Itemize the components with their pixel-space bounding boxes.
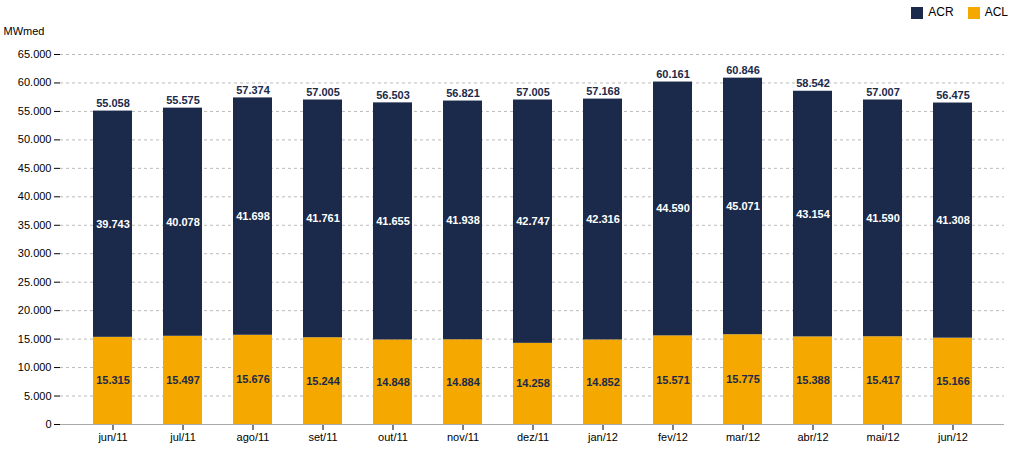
svg-text:50.000: 50.000: [18, 133, 52, 145]
svg-text:42.747: 42.747: [516, 215, 550, 227]
svg-text:40.078: 40.078: [166, 216, 200, 228]
svg-text:0: 0: [45, 418, 51, 430]
svg-text:jun/11: jun/11: [97, 431, 127, 443]
svg-text:jun/12: jun/12: [937, 431, 968, 443]
svg-text:56.503: 56.503: [376, 89, 410, 101]
svg-text:55.000: 55.000: [18, 105, 52, 117]
svg-text:41.655: 41.655: [376, 215, 410, 227]
svg-text:45.071: 45.071: [726, 200, 760, 212]
svg-text:65.000: 65.000: [18, 48, 52, 60]
svg-text:nov/11: nov/11: [447, 431, 479, 443]
svg-text:out/11: out/11: [378, 431, 408, 443]
svg-text:15.388: 15.388: [796, 374, 830, 386]
svg-text:mai/12: mai/12: [866, 431, 899, 443]
svg-text:57.005: 57.005: [516, 86, 550, 98]
svg-text:15.497: 15.497: [166, 374, 200, 386]
svg-text:20.000: 20.000: [18, 304, 52, 316]
svg-text:25.000: 25.000: [18, 276, 52, 288]
svg-text:60.161: 60.161: [656, 68, 690, 80]
svg-text:41.590: 41.590: [866, 212, 900, 224]
svg-text:55.058: 55.058: [96, 97, 130, 109]
svg-text:15.244: 15.244: [306, 375, 341, 387]
svg-text:41.761: 41.761: [306, 212, 340, 224]
svg-text:57.005: 57.005: [306, 86, 340, 98]
svg-text:5.000: 5.000: [24, 390, 52, 402]
svg-text:44.590: 44.590: [656, 202, 690, 214]
svg-text:57.168: 57.168: [586, 85, 620, 97]
svg-text:15.166: 15.166: [936, 375, 970, 387]
svg-text:60.000: 60.000: [18, 76, 52, 88]
svg-text:42.316: 42.316: [586, 213, 620, 225]
svg-text:14.848: 14.848: [376, 376, 410, 388]
svg-text:57.374: 57.374: [236, 84, 271, 96]
svg-text:14.852: 14.852: [586, 376, 620, 388]
svg-text:57.007: 57.007: [866, 86, 900, 98]
html-text:ACR: ACR: [928, 5, 954, 19]
svg-text:ago/11: ago/11: [237, 431, 270, 443]
svg-text:abr/12: abr/12: [797, 431, 828, 443]
svg-text:15.571: 15.571: [656, 374, 690, 386]
svg-text:30.000: 30.000: [18, 247, 52, 259]
svg-text:58.542: 58.542: [796, 77, 830, 89]
svg-text:15.315: 15.315: [96, 374, 130, 386]
svg-text:fev/12: fev/12: [658, 431, 688, 443]
html-text:ACL: ACL: [984, 5, 1008, 19]
svg-text:40.000: 40.000: [18, 190, 52, 202]
svg-text:14.258: 14.258: [516, 377, 550, 389]
svg-text:56.475: 56.475: [936, 89, 970, 101]
svg-text:jul/11: jul/11: [169, 431, 195, 443]
svg-text:55.575: 55.575: [166, 94, 200, 106]
svg-text:dez/11: dez/11: [517, 431, 549, 443]
svg-text:14.884: 14.884: [446, 376, 481, 388]
svg-text:15.417: 15.417: [866, 374, 900, 386]
svg-text:mar/12: mar/12: [726, 431, 760, 443]
svg-text:set/11: set/11: [308, 431, 337, 443]
svg-text:35.000: 35.000: [18, 219, 52, 231]
svg-text:15.000: 15.000: [18, 333, 52, 345]
svg-text:39.743: 39.743: [96, 218, 130, 230]
svg-text:15.676: 15.676: [236, 373, 270, 385]
svg-text:43.154: 43.154: [796, 208, 831, 220]
svg-text:41.938: 41.938: [446, 214, 480, 226]
svg-text:41.308: 41.308: [936, 214, 970, 226]
svg-text:41.698: 41.698: [236, 210, 270, 222]
svg-text:15.775: 15.775: [726, 373, 760, 385]
svg-text:MWmed: MWmed: [4, 25, 45, 37]
svg-text:10.000: 10.000: [18, 361, 52, 373]
svg-text:45.000: 45.000: [18, 162, 52, 174]
svg-text:56.821: 56.821: [446, 87, 480, 99]
svg-text:jan/12: jan/12: [587, 431, 618, 443]
svg-text:60.846: 60.846: [726, 64, 760, 76]
